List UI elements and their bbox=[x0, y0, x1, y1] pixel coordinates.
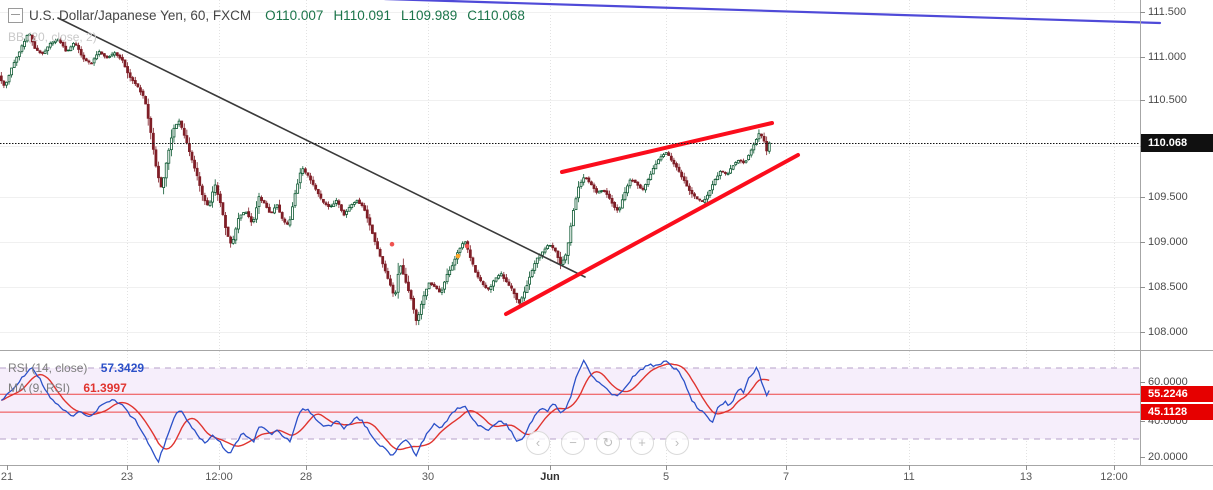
rising-wedge-lower bbox=[504, 153, 800, 316]
rsi-indicator-label[interactable]: RSI (14, close) 57.3429 bbox=[8, 361, 144, 375]
rsi-ma-line bbox=[1, 363, 770, 451]
collapse-series-icon[interactable] bbox=[8, 8, 23, 23]
rsi-level-badge: 55.2246 bbox=[1141, 386, 1213, 402]
time-tick-label: 13 bbox=[1019, 471, 1033, 483]
time-tick-label: 28 bbox=[299, 471, 313, 483]
rsi-plot-layer bbox=[0, 358, 770, 464]
symbol-title[interactable]: U.S. Dollar/Japanese Yen, 60, FXCM bbox=[29, 8, 252, 23]
time-tick-label: 30 bbox=[421, 471, 435, 483]
zoom-out-button[interactable]: − bbox=[561, 431, 585, 455]
time-tick-label: 12:00 bbox=[205, 471, 233, 483]
rsi-level-badge: 45.1128 bbox=[1141, 404, 1213, 420]
price-tick-label: 108.500 bbox=[1148, 281, 1188, 293]
time-tick-label: 11 bbox=[903, 471, 915, 483]
ohlc-l-value: L109.989 bbox=[400, 8, 458, 23]
time-tick-label: 23 bbox=[120, 471, 134, 483]
hidden-indicator-label[interactable]: BB (20, close, 2) bbox=[8, 30, 97, 44]
scroll-right-button[interactable]: › bbox=[665, 431, 689, 455]
ohlc-o-value: O110.007 bbox=[265, 8, 324, 23]
rsi-name: RSI (14, close) bbox=[8, 361, 88, 375]
ohlc-h-value: H110.091 bbox=[333, 8, 391, 23]
trade-marker-dot bbox=[455, 253, 461, 259]
rsi-ma-value: 61.3997 bbox=[83, 381, 127, 395]
ohlc-c-value: C110.068 bbox=[467, 8, 525, 23]
time-tick-label: 7 bbox=[782, 471, 790, 483]
time-tick-label: 21 bbox=[0, 471, 14, 483]
rsi-ma-name: MA (9, RSI) bbox=[8, 381, 71, 395]
rsi-ma-label[interactable]: MA (9, RSI) 61.3997 bbox=[8, 381, 127, 395]
time-tick-label: Jun bbox=[540, 471, 560, 483]
symbol-header: U.S. Dollar/Japanese Yen, 60, FXCM O110.… bbox=[8, 8, 525, 23]
last-price-badge: 110.068 bbox=[1141, 134, 1213, 152]
price-tick-label: 108.000 bbox=[1148, 326, 1188, 338]
candles-layer bbox=[0, 32, 771, 326]
rsi-tick-label: 60.0000 bbox=[1148, 376, 1188, 388]
rsi-value: 57.3429 bbox=[100, 361, 145, 375]
price-tick-label: 111.000 bbox=[1148, 51, 1187, 63]
zoom-in-button[interactable]: + bbox=[630, 431, 654, 455]
ohlc-values: O110.007 H110.091 L109.989 C110.068 bbox=[265, 8, 525, 23]
rsi-line bbox=[0, 358, 770, 464]
upper-resistance-line bbox=[384, 0, 1162, 25]
trade-marker-dot bbox=[389, 241, 395, 247]
price-tick-label: 111.500 bbox=[1148, 6, 1187, 18]
price-tick-label: 109.500 bbox=[1148, 191, 1188, 203]
time-tick-label: 5 bbox=[662, 471, 670, 483]
reset-chart-button[interactable]: ↻ bbox=[596, 431, 620, 455]
trade-marker-dot bbox=[464, 243, 470, 249]
descending-trendline bbox=[57, 17, 586, 278]
scroll-left-button[interactable]: ‹ bbox=[526, 431, 550, 455]
price-tick-label: 110.500 bbox=[1148, 94, 1187, 106]
rising-wedge-upper bbox=[560, 121, 774, 174]
time-tick-label: 12:00 bbox=[1100, 471, 1128, 483]
rsi-tick-label: 20.0000 bbox=[1148, 451, 1188, 463]
price-tick-label: 109.000 bbox=[1148, 236, 1188, 248]
